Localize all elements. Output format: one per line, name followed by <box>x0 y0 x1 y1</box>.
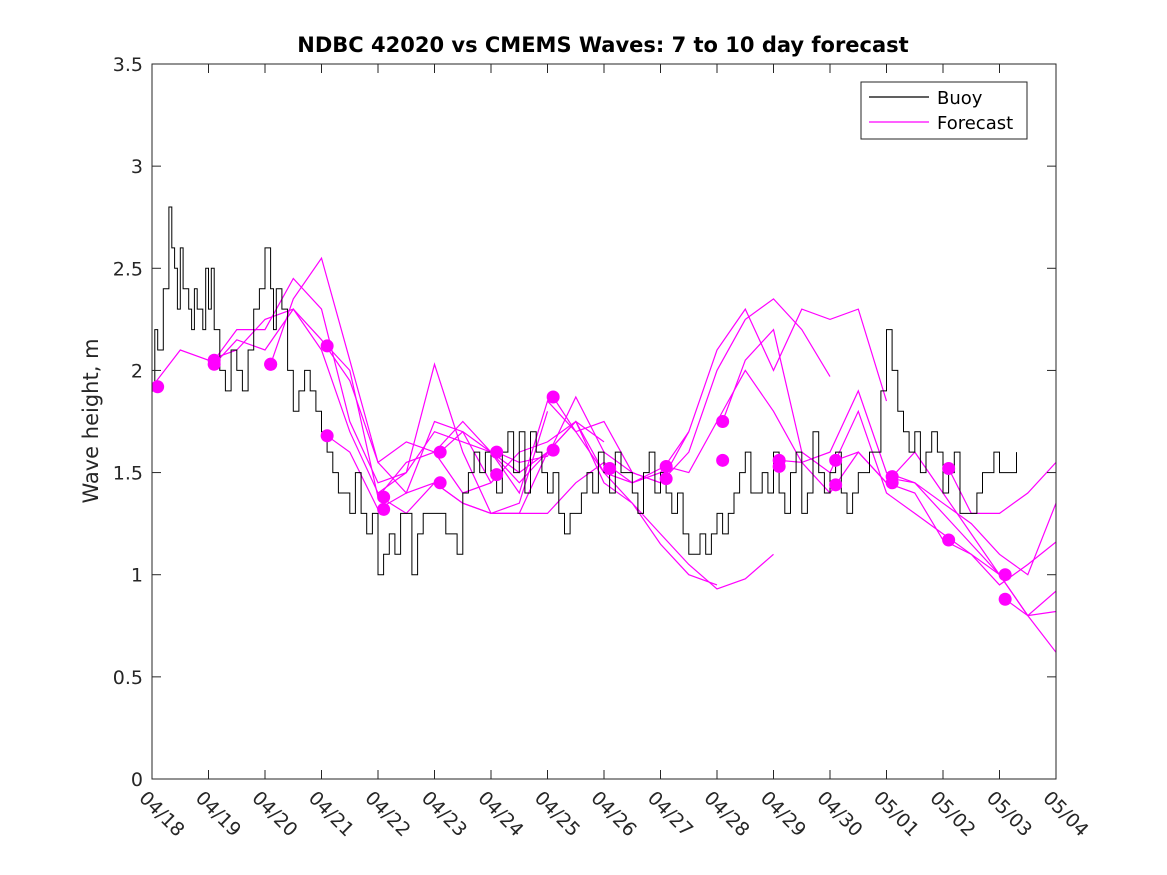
forecast-point <box>659 472 673 486</box>
forecast-point <box>998 568 1012 582</box>
forecast-point <box>546 443 560 457</box>
plot-area <box>152 206 1056 653</box>
y-tick-label: 0.5 <box>113 667 143 689</box>
y-tick-label: 0 <box>131 769 143 791</box>
forecast-point <box>320 339 334 353</box>
legend-box <box>860 81 1028 140</box>
forecast-point <box>885 476 899 490</box>
forecast-point <box>772 453 786 467</box>
legend-label: Buoy <box>937 88 983 109</box>
forecast-point <box>716 453 730 467</box>
forecast-point <box>152 380 165 394</box>
forecast-point <box>829 453 843 467</box>
y-tick-label: 1.5 <box>113 463 143 485</box>
series-group <box>152 206 1056 653</box>
forecast-point <box>377 490 391 504</box>
forecast-point <box>377 502 391 516</box>
forecast-point <box>829 478 843 492</box>
forecast-line-16 <box>948 461 1056 514</box>
forecast-point <box>546 390 560 404</box>
forecast-line-10 <box>552 307 888 484</box>
buoy-line <box>152 206 1017 576</box>
y-tick-label: 1 <box>131 565 143 587</box>
legend-label: Forecast <box>937 113 1013 134</box>
forecast-line-15 <box>891 478 1056 576</box>
forecast-point <box>320 429 334 443</box>
forecast-point <box>490 445 504 459</box>
forecast-point <box>659 459 673 473</box>
y-tick-label: 2 <box>131 360 143 382</box>
forecast-point <box>998 592 1012 606</box>
forecast-point <box>490 468 504 482</box>
forecast-point <box>207 357 221 371</box>
forecast-point <box>433 445 447 459</box>
y-axis-label: Wave height, m <box>79 338 103 503</box>
y-tick-label: 2.5 <box>113 258 143 280</box>
forecast-point <box>716 415 730 428</box>
forecast-point <box>603 461 617 475</box>
chart-title: NDBC 42020 vs CMEMS Waves: 7 to 10 day f… <box>297 33 908 57</box>
forecast-point <box>942 533 956 547</box>
forecast-line-17 <box>1004 590 1056 617</box>
y-tick-label: 3.5 <box>113 54 143 76</box>
forecast-point <box>433 476 447 490</box>
legend: Buoy Forecast <box>860 81 1028 140</box>
forecast-point <box>264 357 278 371</box>
y-tick-label: 3 <box>131 156 143 178</box>
forecast-point <box>942 461 956 475</box>
